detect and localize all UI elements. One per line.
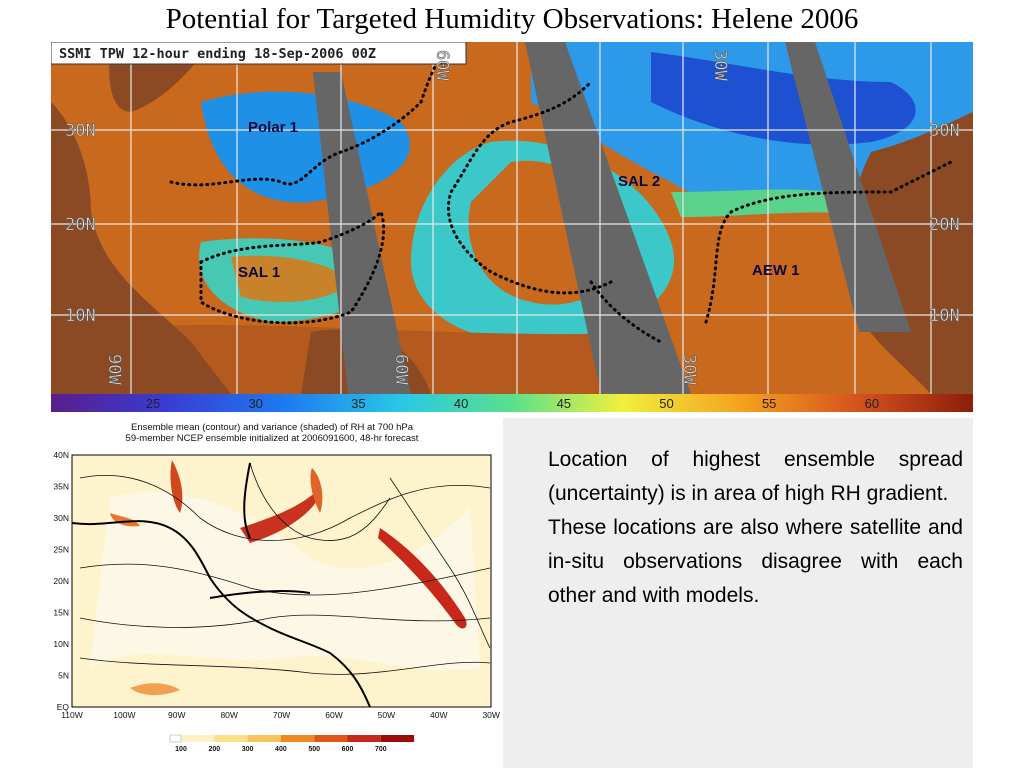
map-header: SSMI TPW 12-hour ending 18-Sep-2006 00Z: [59, 46, 376, 62]
colorbar-label: 500: [308, 746, 320, 753]
colorbar-label: 30: [248, 396, 262, 411]
ensemble-title: 59-member NCEP ensemble initialized at 2…: [126, 433, 419, 444]
lat-label: 25N: [53, 545, 69, 555]
lat-label: 10N: [65, 306, 96, 326]
colorbar-segment: [247, 735, 281, 742]
lon-label: 30W: [679, 354, 699, 385]
colorbar-segment: [380, 735, 415, 742]
colorbar-label: 60: [865, 396, 879, 411]
lat-label: 10N: [929, 306, 960, 326]
colorbar: [51, 394, 973, 412]
lon-label: 70W: [273, 710, 290, 720]
lat-label: 10N: [53, 639, 69, 649]
lat-label: 30N: [53, 513, 69, 523]
lon-label: 110W: [61, 710, 83, 720]
colorbar-segment: [314, 735, 348, 742]
lon-label: 90W: [168, 710, 185, 720]
colorbar-label: 40: [454, 396, 468, 411]
plot-frame: [71, 454, 492, 708]
colorbar-label: 600: [342, 746, 354, 753]
colorbar-label: 25: [146, 396, 160, 411]
lon-label: 40W: [430, 710, 447, 720]
lon-label: 60W: [325, 710, 342, 720]
lon-label: 90W: [104, 354, 124, 385]
lat-label: 15N: [53, 608, 69, 618]
lon-label: 60W: [391, 354, 411, 385]
lat-label: 20N: [65, 215, 96, 235]
region-outline: [169, 42, 953, 344]
rh-contours: [79, 462, 491, 675]
colorbar-label: 55: [762, 396, 776, 411]
colorbar-lead: [169, 734, 182, 743]
paragraph: Location of highest ensemble spread (unc…: [548, 448, 963, 505]
lon-label: 60W: [432, 50, 452, 81]
lat-label: 40N: [53, 450, 69, 460]
lat-label: 20N: [929, 215, 960, 235]
lon-label: 100W: [113, 710, 135, 720]
satellite-map: SSMI TPW 12-hour ending 18-Sep-2006 00Z …: [51, 42, 973, 412]
ensemble-title: Ensemble mean (contour) and variance (sh…: [131, 422, 414, 433]
colorbar-label: 300: [242, 746, 254, 753]
region-label: AEW 1: [752, 262, 800, 279]
lon-label: 30W: [482, 710, 499, 720]
colorbar-label: 45: [557, 396, 571, 411]
slide-title: Potential for Targeted Humidity Observat…: [165, 3, 859, 35]
colorbar-label: 100: [175, 746, 187, 753]
lon-label: 30W: [710, 50, 730, 81]
colorbar-segment: [280, 735, 315, 742]
lat-label: 30N: [929, 121, 960, 141]
region-label: Polar 1: [248, 119, 298, 136]
lat-label: 20N: [53, 576, 69, 586]
lat-label: 35N: [53, 482, 69, 492]
colorbar-segment: [181, 735, 215, 742]
region-label: SAL 2: [618, 173, 660, 190]
colorbar-label: 50: [659, 396, 673, 411]
colorbar-label: 700: [375, 746, 387, 753]
lat-label: EQ: [57, 702, 70, 712]
text-body: Location of highest ensemble spread (unc…: [548, 443, 963, 613]
colorbar-label: 35: [351, 396, 365, 411]
colorbar-segment: [347, 735, 381, 742]
region-label: SAL 1: [238, 264, 280, 281]
colorbar-label: 200: [208, 746, 220, 753]
colorbar-segment: [214, 735, 248, 742]
ensemble-map: Ensemble mean (contour) and variance (sh…: [50, 418, 503, 768]
lat-label: 30N: [65, 121, 96, 141]
paragraph: These locations are also where satellite…: [548, 516, 963, 607]
lon-label: 50W: [378, 710, 395, 720]
coastline: [71, 462, 371, 708]
map-header-box: [51, 42, 467, 65]
lat-label: 5N: [58, 671, 69, 681]
lat-lon-grid: [51, 42, 973, 394]
colorbar-label: 400: [275, 746, 287, 753]
lon-label: 80W: [220, 710, 237, 720]
text-panel: Location of highest ensemble spread (unc…: [503, 418, 973, 768]
